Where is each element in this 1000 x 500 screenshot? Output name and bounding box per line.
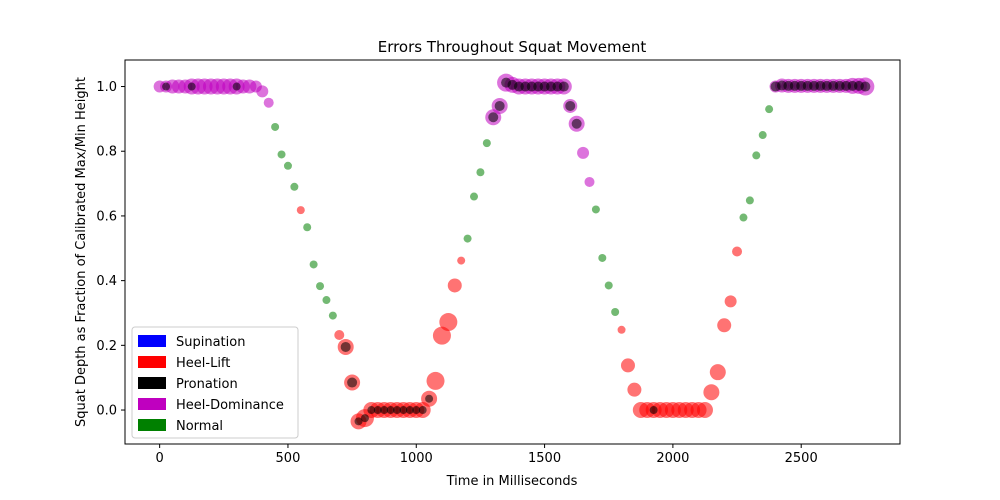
point-heel-lift xyxy=(447,278,462,293)
point-pronation xyxy=(488,112,499,123)
point-heel-lift xyxy=(457,256,466,265)
point-pronation xyxy=(373,406,382,415)
point-heel-lift xyxy=(717,318,732,333)
point-heel-dominance xyxy=(263,97,274,108)
plot-frame xyxy=(124,59,901,445)
point-heel-lift xyxy=(709,364,726,381)
legend-label: Supination xyxy=(176,335,245,350)
point-normal xyxy=(470,192,479,201)
x-axis-ticks: 0 500 1000 1500 2000 2500 xyxy=(156,444,818,466)
x-tick-label: 2500 xyxy=(785,451,818,466)
x-tick-label: 1000 xyxy=(400,451,433,466)
point-normal xyxy=(765,105,774,114)
point-pronation xyxy=(393,406,402,415)
point-heel-lift xyxy=(426,371,445,390)
point-pronation xyxy=(412,406,421,415)
y-tick-label: 0.2 xyxy=(96,339,117,354)
point-pronation xyxy=(405,406,414,415)
point-pronation xyxy=(162,82,171,91)
legend-label: Normal xyxy=(176,419,223,434)
y-tick-label: 0.6 xyxy=(96,209,117,224)
legend-label: Pronation xyxy=(176,377,238,392)
point-heel-lift xyxy=(617,325,626,334)
point-heel-lift xyxy=(439,313,458,332)
point-normal xyxy=(739,213,748,222)
point-normal xyxy=(745,196,754,205)
legend-swatch xyxy=(138,335,166,347)
x-tick-label: 500 xyxy=(276,451,301,466)
point-pronation xyxy=(425,394,434,403)
chart-title: Errors Throughout Squat Movement xyxy=(378,38,647,56)
y-tick-label: 0.4 xyxy=(96,274,117,289)
legend-swatch xyxy=(138,398,166,410)
point-pronation xyxy=(571,118,582,129)
legend-label: Heel-Lift xyxy=(176,356,230,371)
x-tick-label: 2000 xyxy=(656,451,689,466)
point-heel-lift xyxy=(732,246,743,257)
point-normal xyxy=(322,296,331,305)
point-normal xyxy=(277,150,286,159)
point-normal xyxy=(271,122,280,131)
data-points xyxy=(153,73,875,430)
point-heel-lift xyxy=(724,295,737,308)
point-pronation xyxy=(360,414,369,423)
point-heel-lift xyxy=(620,358,635,373)
point-heel-lift xyxy=(627,382,642,397)
point-heel-dominance xyxy=(577,146,590,159)
legend-swatch xyxy=(138,377,166,389)
point-normal xyxy=(283,161,292,170)
legend-label: Heel-Dominance xyxy=(176,398,284,413)
legend: Supination Heel-Lift Pronation Heel-Dominan… xyxy=(131,326,299,439)
legend-frame xyxy=(131,326,299,439)
point-normal xyxy=(604,281,613,290)
y-axis-label: Squat Depth as Fraction of Calibrated Ma… xyxy=(74,77,89,427)
point-pronation xyxy=(386,406,395,415)
point-normal xyxy=(752,151,761,160)
y-tick-label: 1.0 xyxy=(96,80,117,95)
point-normal xyxy=(476,168,485,177)
point-pronation xyxy=(494,100,505,111)
point-pronation xyxy=(860,81,871,92)
x-tick-label: 1500 xyxy=(528,451,561,466)
point-pronation xyxy=(340,341,351,352)
point-pronation xyxy=(418,406,427,415)
point-pronation xyxy=(187,82,196,91)
point-pronation xyxy=(558,81,569,92)
point-pronation xyxy=(367,406,376,415)
point-normal xyxy=(758,131,767,140)
point-heel-lift xyxy=(696,402,713,419)
legend-swatch xyxy=(138,419,166,431)
point-heel-dominance xyxy=(584,176,595,187)
y-axis-ticks: 0.0 0.2 0.4 0.6 0.8 1.0 xyxy=(96,80,125,419)
y-tick-label: 0.8 xyxy=(96,145,117,160)
point-pronation xyxy=(399,406,408,415)
point-pronation xyxy=(347,377,358,388)
point-heel-lift xyxy=(296,206,305,215)
point-pronation xyxy=(380,406,389,415)
point-normal xyxy=(482,139,491,148)
point-normal xyxy=(328,311,337,320)
point-normal xyxy=(463,234,472,243)
point-pronation xyxy=(232,82,241,91)
point-normal xyxy=(290,182,299,191)
point-normal xyxy=(303,223,312,232)
x-axis-label: Time in Milliseconds xyxy=(446,474,578,489)
plot-area xyxy=(153,73,875,430)
x-tick-label: 0 xyxy=(156,451,164,466)
point-heel-lift xyxy=(703,384,720,401)
point-pronation xyxy=(354,417,363,426)
point-normal xyxy=(598,253,607,262)
point-heel-lift xyxy=(432,326,451,345)
legend-swatch xyxy=(138,356,166,368)
point-heel-dominance xyxy=(256,85,269,98)
point-pronation xyxy=(649,406,658,415)
point-normal xyxy=(611,308,620,317)
point-heel-lift xyxy=(334,329,345,340)
point-normal xyxy=(591,205,600,214)
point-pronation xyxy=(565,100,576,111)
point-normal xyxy=(316,282,325,291)
point-normal xyxy=(309,260,318,269)
y-tick-label: 0.0 xyxy=(96,404,117,419)
